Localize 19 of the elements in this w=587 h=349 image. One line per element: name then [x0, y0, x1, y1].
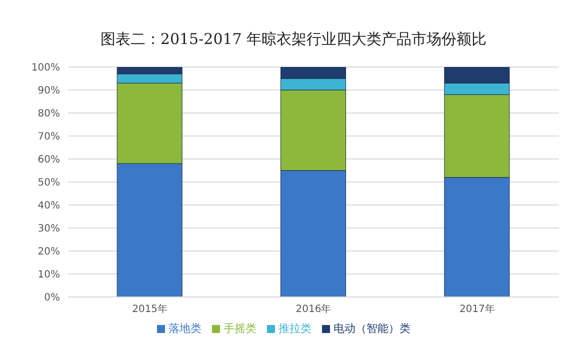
x-tick-label: 2016年	[296, 303, 332, 316]
x-tick-label: 2015年	[132, 303, 168, 316]
y-tick-label: 80%	[38, 108, 60, 120]
legend-label: 落地类	[168, 322, 202, 335]
y-tick-label: 70%	[38, 132, 60, 143]
y-tick-label: 90%	[38, 86, 60, 97]
legend-label: 推拉类	[278, 322, 312, 335]
y-tick-label: 40%	[38, 200, 60, 212]
y-tick-label: 0%	[44, 292, 60, 304]
legend-label: 电动（智能）类	[334, 322, 410, 335]
x-tick-label: 2017年	[459, 303, 495, 316]
legend-label: 手摇类	[224, 322, 256, 335]
y-tick-label: 10%	[38, 270, 60, 281]
y-tick-label: 100%	[31, 62, 60, 74]
y-tick-label: 60%	[38, 154, 60, 166]
y-tick-label: 30%	[38, 224, 60, 235]
y-tick-label: 20%	[38, 246, 60, 258]
y-tick-label: 50%	[38, 178, 60, 189]
chart-title: 图表二：2015-2017 年晾衣架行业四大类产品市场份额比	[99, 29, 488, 50]
